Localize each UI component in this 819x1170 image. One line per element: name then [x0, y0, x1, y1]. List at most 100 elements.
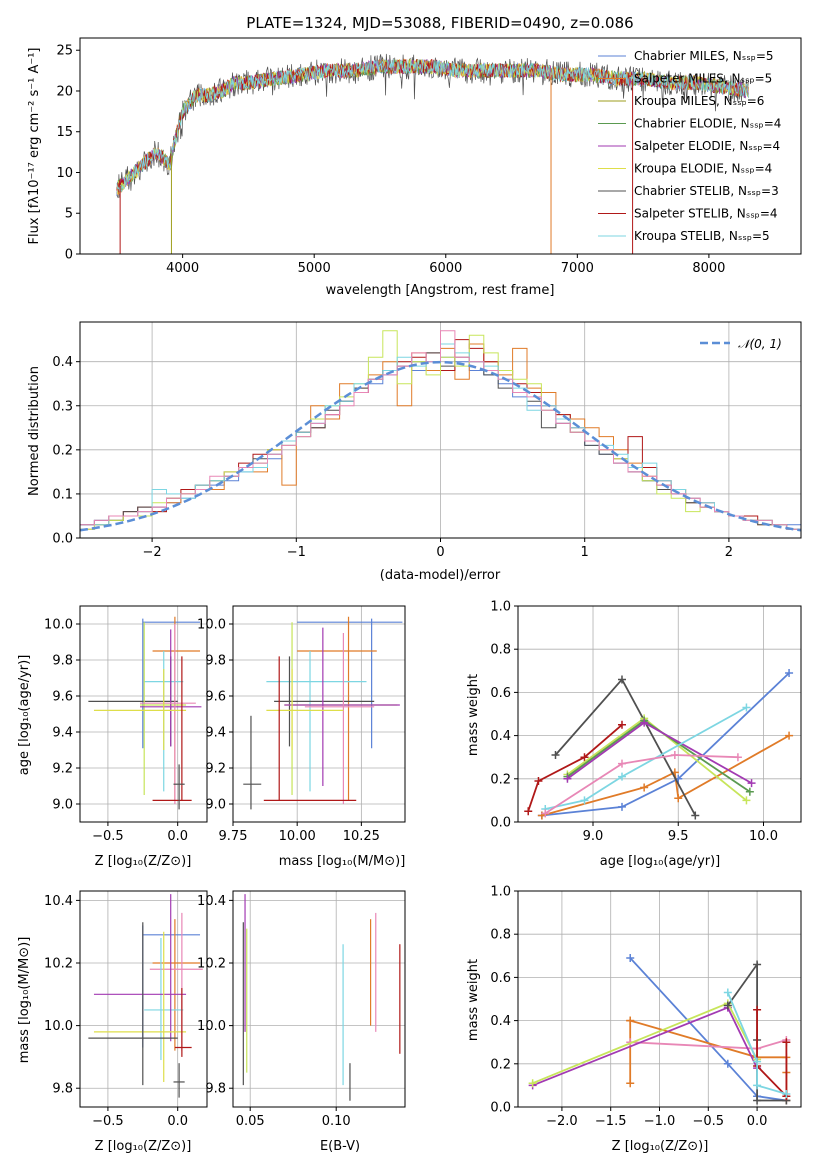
residual-xtick-label: 0 [436, 545, 444, 560]
z-weight-marker [626, 953, 635, 962]
age-weight-marker [691, 811, 700, 820]
z-age-ytick-label: 9.4 [52, 726, 73, 741]
spectrum-xtick-label: 4000 [166, 261, 199, 276]
spectrum-xtick-label: 6000 [429, 261, 462, 276]
spectrum-title: PLATE=1324, MJD=53088, FIBERID=0490, z=0… [246, 14, 633, 32]
age-weight-marker [747, 779, 756, 788]
spectrum-ytick-label: 15 [56, 125, 73, 140]
residual-ytick-label: 0.3 [52, 399, 73, 414]
spectrum-xlabel: wavelength [Angstrom, rest frame] [326, 283, 555, 298]
age-weight-marker [551, 751, 560, 760]
z-mass-ylabel: mass [log₁₀(M/M⊙)] [17, 937, 32, 1064]
spectrum-ytick-label: 5 [65, 207, 73, 222]
z-weight-marker [753, 1096, 762, 1105]
age-weight-marker [524, 807, 533, 816]
z-age-ytick-label: 9.8 [52, 654, 73, 669]
age-weight-marker [617, 772, 626, 781]
z-age-xtick-label: −0.5 [92, 829, 124, 844]
spectrum-legend-label: Kroupa STELIB, Nₛₛₚ=5 [634, 229, 770, 243]
z-age-plot-area: −0.5 0.0 9.0 9.2 9.4 9.6 9.8 10.0 [44, 605, 208, 844]
residual-xlabel: (data-model)/error [380, 568, 501, 583]
spectrum-ytick-label: 0 [65, 248, 73, 263]
z-weight-line-kroupa_stelib [726, 992, 787, 1095]
ebv-mass-ytick-label: 10.4 [197, 894, 226, 909]
z-age-ytick-label: 9.0 [52, 798, 73, 813]
ebv-mass-xlabel: E(B-V) [320, 1139, 360, 1154]
residual-legend-label: 𝒩(0, 1) [738, 337, 782, 351]
residual-xtick-label: 2 [725, 545, 733, 560]
z-weight-ytick-label: 0.0 [490, 1101, 511, 1116]
spectrum-plot-area: 4000 5000 6000 7000 8000 0 5 10 15 20 25 Chabrier M… [56, 37, 802, 276]
spectrum-frame [79, 37, 802, 255]
z-mass-ytick-label: 9.8 [52, 1082, 73, 1097]
z-age-xtick-label: 0.0 [167, 829, 188, 844]
age-weight-ytick-label: 0.8 [490, 643, 511, 658]
z-age-ylabel: age [log₁₀(age/yr)] [17, 655, 32, 776]
z-weight-xtick-label: −1.0 [644, 1114, 676, 1129]
spectrum-legend-label: Chabrier STELIB, Nₛₛₚ=3 [634, 184, 779, 198]
residual-ytick-label: 0.2 [52, 443, 73, 458]
z-weight-ytick-label: 0.2 [490, 1057, 511, 1072]
age-weight-xtick-label: 9.5 [668, 829, 689, 844]
age-weight-marker [580, 753, 589, 762]
z-mass-ytick-label: 10.0 [44, 1019, 73, 1034]
age-weight-ytick-label: 0.6 [490, 686, 511, 701]
mass-age-panel: 9.75 10.00 10.25 9.0 9.2 9.4 9.6 9.8 10.0 mass [… [197, 605, 406, 869]
age-weight-ytick-label: 0.4 [490, 729, 511, 744]
spectrum-xtick-label: 8000 [692, 261, 725, 276]
residual-ylabel: Normed distribution [27, 366, 42, 496]
age-weight-ylabel: mass weight [466, 674, 481, 756]
spectrum-panel: PLATE=1324, MJD=53088, FIBERID=0490, z=0… [27, 14, 802, 298]
z-age-frame [79, 605, 208, 823]
residual-xtick-label: 1 [581, 545, 589, 560]
spectrum-line-kroupa_stelib [116, 59, 749, 192]
age-weight-marker [617, 720, 626, 729]
spectrum-legend-label: Salpeter STELIB, Nₛₛₚ=4 [634, 207, 778, 221]
age-weight-xtick-label: 10.0 [749, 829, 778, 844]
z-weight-xtick-label: −2.0 [546, 1114, 578, 1129]
z-weight-marker [723, 1059, 732, 1068]
spectrum-legend-label: Kroupa ELODIE, Nₛₛₚ=4 [634, 162, 772, 176]
residual-ytick-label: 0.4 [52, 355, 73, 370]
age-weight-marker [640, 783, 649, 792]
age-weight-line-salpeter_stelib [527, 724, 623, 812]
age-weight-marker [785, 668, 794, 677]
age-weight-marker [742, 796, 751, 805]
mass-age-plot-area: 9.75 10.00 10.25 9.0 9.2 9.4 9.6 9.8 10.0 [197, 605, 406, 844]
z-weight-ylabel: mass weight [466, 959, 481, 1041]
mass-age-xtick-label: 9.75 [219, 829, 248, 844]
age-weight-ytick-label: 0.0 [490, 816, 511, 831]
z-weight-marker [753, 1081, 762, 1090]
residual-ytick-label: 0.0 [52, 532, 73, 547]
z-weight-panel: −2.0 −1.5 −1.0 −0.5 0.0 0.0 0.2 0.4 0.6 0.8 1.0 Z … [466, 885, 802, 1154]
z-weight-marker [782, 1038, 791, 1047]
age-weight-marker [534, 776, 543, 785]
z-mass-xtick-label: −0.5 [92, 1114, 124, 1129]
ebv-mass-panel: 0.05 0.10 9.8 10.0 10.2 10.4 E(B-V) [197, 890, 406, 1154]
z-age-ytick-label: 9.2 [52, 762, 73, 777]
z-weight-marker [626, 1016, 635, 1025]
z-weight-line-chabrier_miles [629, 957, 787, 1102]
spectrum-legend-label: Salpeter MILES, Nₛₛₚ=5 [634, 72, 772, 86]
z-weight-marker [753, 1057, 762, 1066]
z-weight-marker [753, 960, 762, 969]
age-weight-ytick-label: 0.2 [490, 772, 511, 787]
z-weight-xlabel: Z [log₁₀(Z/Z⊙)] [612, 1139, 709, 1154]
ebv-mass-ytick-label: 10.0 [197, 1019, 226, 1034]
mass-age-xtick-label: 10.25 [343, 829, 380, 844]
residual-panel: −2 −1 0 1 2 0.0 0.1 0.2 0.3 0.4 𝒩(0, 1) (data-mode… [27, 321, 802, 583]
age-weight-marker [742, 703, 751, 712]
age-weight-line-chabrier_miles [541, 672, 790, 817]
z-mass-panel: −0.5 0.0 9.8 10.0 10.2 10.4 Z [log₁₀(Z/Z⊙)] m… [17, 890, 208, 1154]
age-weight-marker [617, 675, 626, 684]
z-weight-ytick-label: 1.0 [490, 885, 511, 900]
ebv-mass-plot-area: 0.05 0.10 9.8 10.0 10.2 10.4 [197, 890, 406, 1129]
z-weight-marker [753, 1005, 762, 1014]
z-age-panel: −0.5 0.0 9.0 9.2 9.4 9.6 9.8 10.0 Z [log₁₀(Z/Z⊙… [17, 605, 208, 869]
z-mass-frame [79, 890, 208, 1108]
z-mass-xtick-label: 0.0 [167, 1114, 188, 1129]
z-weight-xtick-label: −1.5 [595, 1114, 627, 1129]
z-weight-marker [528, 1079, 537, 1088]
ebv-mass-xtick-label: 0.05 [236, 1114, 265, 1129]
